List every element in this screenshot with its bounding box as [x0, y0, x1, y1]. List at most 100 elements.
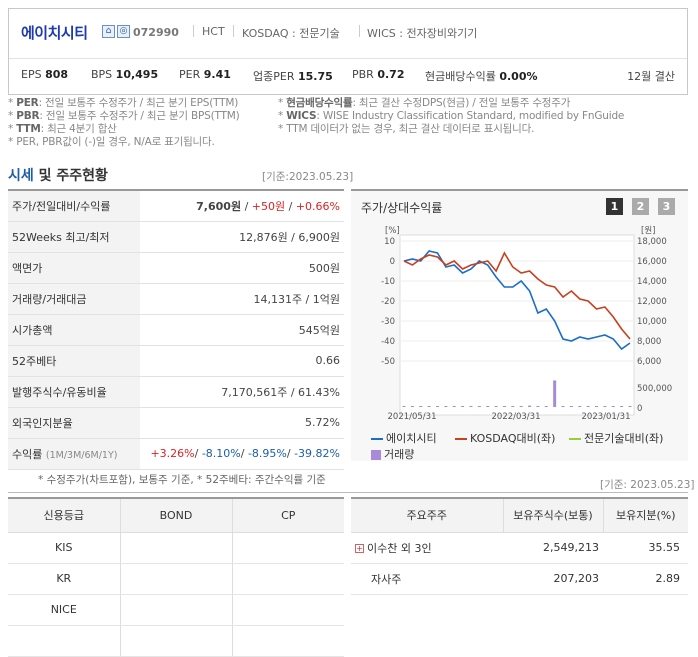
company-info-icon[interactable]: ◎ [117, 25, 130, 38]
bond-rating [120, 563, 233, 595]
volume-bar [611, 406, 615, 407]
x-tick-label: 2021/05/31 [388, 412, 437, 421]
legend-item: KOSDAQ대비(좌) [455, 430, 555, 446]
volume-tick-label: 500,000 [637, 384, 672, 394]
left-tick-label: -30 [381, 317, 395, 327]
x-tick-label: 2023/01/31 [582, 412, 631, 421]
legend-item: 거래량 [371, 446, 414, 462]
table-row: NICE [8, 594, 344, 626]
volume-bar [494, 406, 498, 407]
left-tick-label: -10 [381, 277, 395, 287]
table-header-row: 주요주주 보유주식수(보통) 보유지분(%) [351, 497, 688, 533]
credit-rating-table: 신용등급 BOND CP KIS KR NICE [8, 497, 344, 657]
table-row: 주가/전일대비/수익률 7,600원 / +50원 / +0.66% [8, 190, 344, 222]
agency-name: NICE [8, 594, 121, 626]
right-tick-label: 12,000 [637, 297, 667, 307]
volume-bar [419, 406, 423, 407]
table-row: 시가총액 545억원 [8, 314, 344, 346]
divider [193, 25, 194, 37]
volume-bar [544, 406, 548, 407]
bond-rating [120, 625, 233, 657]
notes-left: * PER: 전일 보통주 수정주가 / 최근 분기 EPS(TTM) * PB… [8, 97, 240, 149]
price-chart: 10 0 -10 -20 -30 -40 -50 18,000 16,000 14,000 12,… [381, 226, 672, 421]
holder-percent: 35.55 [603, 532, 688, 564]
metric-per: PER 9.41 [179, 68, 231, 81]
legend-item: 전문기술대비(좌) [569, 430, 663, 446]
table-row [8, 625, 344, 657]
holder-name[interactable]: + 이수찬 외 3인 [351, 532, 503, 564]
divider [359, 25, 360, 37]
left-tick-label: -50 [381, 357, 395, 367]
section-title: 시세 및 주주현황 [8, 168, 108, 184]
holder-basis-date: [기준: 2023.05.23] [600, 479, 695, 491]
chart-page-2-button[interactable]: 2 [632, 198, 649, 215]
left-axis-unit: [%] [385, 226, 400, 236]
table-row: 52주베타 0.66 [8, 345, 344, 377]
volume-bar [402, 406, 406, 407]
agency-name: KR [8, 563, 121, 595]
note-line: * PER, PBR값이 (-)일 경우, N/A로 표기됩니다. [8, 136, 215, 148]
row-label: 액면가 [8, 252, 140, 284]
volume-bar [452, 406, 456, 407]
company-name[interactable]: 에이치시티 [21, 24, 88, 42]
row-label: 주가/전일대비/수익률 [8, 190, 140, 222]
column-header: 보유지분(%) [603, 497, 688, 533]
chart-title: 주가/상대수익률 [361, 201, 443, 215]
row-label: 52Weeks 최고/최저 [8, 221, 140, 253]
legend-item: 에이치시티 [371, 430, 437, 446]
volume-bar [603, 406, 607, 407]
row-value: 0.66 [140, 345, 344, 377]
plot-area [399, 234, 635, 416]
legend-swatch [371, 450, 381, 460]
note-line: * 현금배당수익률: 최근 결산 수정DPS(현금) / 전일 보통주 수정주가 [278, 97, 571, 109]
volume-bar [427, 406, 431, 407]
notes-right: * 현금배당수익률: 최근 결산 수정DPS(현금) / 전일 보통주 수정주가… [278, 97, 624, 136]
volume-bar [502, 406, 506, 407]
legend-swatch [569, 438, 581, 440]
divider [233, 25, 234, 37]
right-tick-label: 14,000 [637, 277, 667, 287]
market-info: KOSDAQ : 전문기술 [242, 27, 340, 40]
cp-rating [232, 594, 344, 626]
agency-name: KIS [8, 532, 121, 564]
row-label: 발행주식수/유동비율 [8, 376, 140, 408]
table-row: 수익률 (1M/3M/6M/1Y) +3.26%/ -8.10%/ -8.95%… [8, 438, 344, 470]
note-line: * TTM 데이터가 없는 경우, 최근 결산 데이터로 표시됩니다. [278, 123, 535, 135]
right-axis-unit: [원] [641, 226, 655, 236]
table-header-row: 신용등급 BOND CP [8, 497, 344, 533]
row-label: 거래량/거래대금 [8, 283, 140, 315]
column-header: 보유주식수(보통) [503, 497, 604, 533]
expand-plus-icon[interactable]: + [355, 544, 364, 553]
cp-rating [232, 532, 344, 564]
column-header: 신용등급 [8, 497, 121, 533]
right-tick-label: 6,000 [637, 357, 661, 367]
volume-bar [569, 406, 573, 407]
table-row: KR [8, 563, 344, 595]
row-label: 52주베타 [8, 345, 140, 377]
row-value: 545억원 [140, 314, 344, 346]
left-tick-label: 10 [384, 237, 395, 247]
chart-page-3-button[interactable]: 3 [658, 198, 675, 215]
volume-bar [620, 406, 624, 407]
volume-bar [435, 406, 439, 407]
table-row: 외국인지분율 5.72% [8, 407, 344, 439]
left-tick-label: -40 [381, 337, 395, 347]
table-row: KIS [8, 532, 344, 564]
header-divider [9, 58, 687, 59]
agency-name [8, 625, 121, 657]
volume-tick-label: 0 [637, 404, 642, 414]
home-icon[interactable]: ⌂ [102, 25, 115, 38]
volume-bar [477, 406, 481, 407]
cp-rating [232, 625, 344, 657]
row-value: 500원 [140, 252, 344, 284]
legend-swatch [371, 438, 383, 440]
table-row: 액면가 500원 [8, 252, 344, 284]
note-line: * WICS: WISE Industry Classification Sta… [278, 110, 625, 122]
chart-page-1-button[interactable]: 1 [606, 198, 623, 215]
price-chart-panel: 주가/상대수익률 1 2 3 10 0 -10 -20 -30 -40 -50 18,000… [351, 189, 688, 461]
major-shareholders-table: 주요주주 보유주식수(보통) 보유지분(%) + 이수찬 외 3인 2,549,2… [351, 497, 688, 595]
right-tick-label: 8,000 [637, 337, 661, 347]
bond-rating [120, 532, 233, 564]
returns-label: 수익률 (1M/3M/6M/1Y) [8, 438, 140, 470]
row-value: 5.72% [140, 407, 344, 439]
